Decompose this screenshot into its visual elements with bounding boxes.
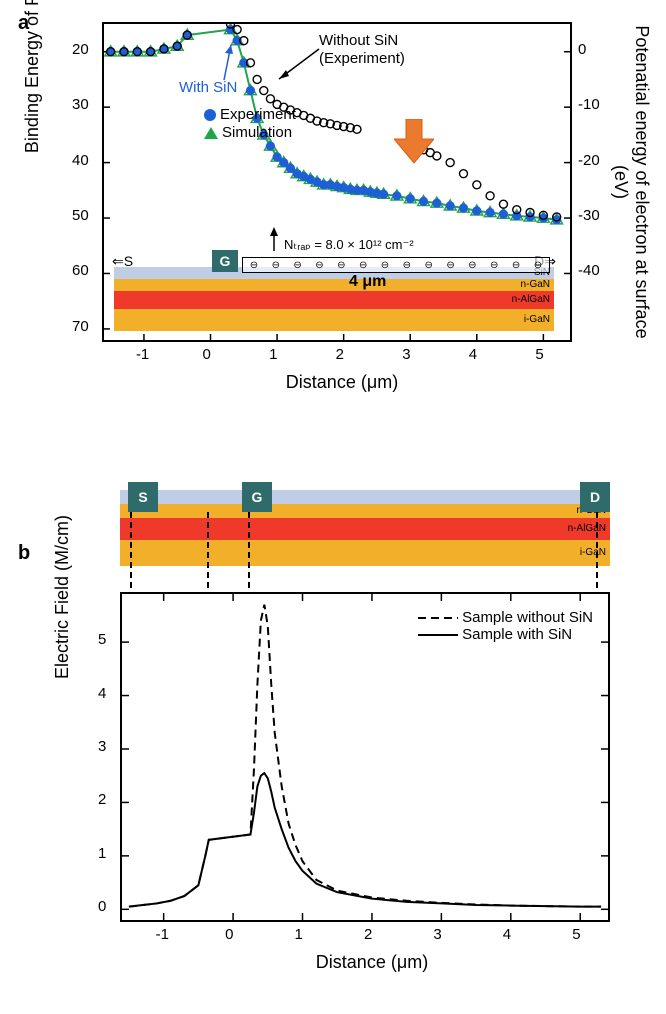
orange-arrow-icon <box>394 119 434 164</box>
panel-b-axes: Sample without SiN Sample with SiN <box>120 592 610 922</box>
with-sin-arrow <box>209 40 239 85</box>
panel-a-inset: SiNn-GaNn-AlGaNi-GaN G ⇐S D⇒ Nₜᵣₐₚ = 8.0… <box>114 255 554 330</box>
legend-with-label: Sample with SiN <box>462 626 572 643</box>
panel-b: b SiNn-GaNn-AlGaNi-GaN S G D Sample with… <box>12 482 652 1002</box>
electrode-g-b: G <box>242 482 272 512</box>
legend-without: Sample without SiN <box>418 609 593 626</box>
four-mu-text: 4 μm <box>349 273 386 291</box>
panel-a-axes: Without SiN (Experiment) With SiN Experi… <box>102 22 572 342</box>
legend-sim-label: Simulation <box>222 124 292 141</box>
legend-with: Sample with SiN <box>418 626 593 643</box>
panel-b-label: b <box>18 542 30 565</box>
legend-exp-label: Experiment <box>220 106 296 123</box>
electrode-d-b: D <box>580 482 610 512</box>
without-sin-sub: (Experiment) <box>319 50 405 67</box>
without-sin-text: Without SiN <box>319 32 398 49</box>
ntrap-text: Nₜᵣₐₚ = 8.0 × 10¹² cm⁻² <box>284 237 414 253</box>
trap-charges-box: ⊖⊖⊖⊖⊖⊖⊖⊖⊖⊖⊖⊖⊖⊖ <box>242 257 550 273</box>
without-sin-arrow <box>274 44 324 84</box>
electrode-s-b: S <box>128 482 158 512</box>
legend-sim: Simulation <box>204 124 292 141</box>
legend-sim-marker <box>204 127 218 139</box>
electrode-s-a: ⇐S <box>112 253 133 270</box>
legend-exp-marker <box>204 109 216 121</box>
panel-a-yleft-label: Binding Energy of Peak A (eV) <box>22 0 43 182</box>
figure-root: a Binding Energy of Peak A (eV) Potenati… <box>12 12 654 1002</box>
panel-a-yright-label: Potenatial energy of electron at surface… <box>610 22 652 342</box>
panel-b-legend: Sample without SiN Sample with SiN <box>418 609 593 643</box>
electrode-g-a: G <box>212 250 238 272</box>
legend-exp: Experiment <box>204 106 296 123</box>
legend-without-label: Sample without SiN <box>462 609 593 626</box>
panel-a-xlabel: Distance (μm) <box>212 372 472 393</box>
panel-b-xlabel: Distance (μm) <box>262 952 482 973</box>
panel-b-ylabel: Electric Field (M/cm) <box>52 432 73 762</box>
panel-a: a Binding Energy of Peak A (eV) Potenati… <box>12 12 652 442</box>
panel-b-xsection: SiNn-GaNn-AlGaNi-GaN S G D <box>120 482 610 567</box>
ntrap-arrow <box>264 227 284 255</box>
